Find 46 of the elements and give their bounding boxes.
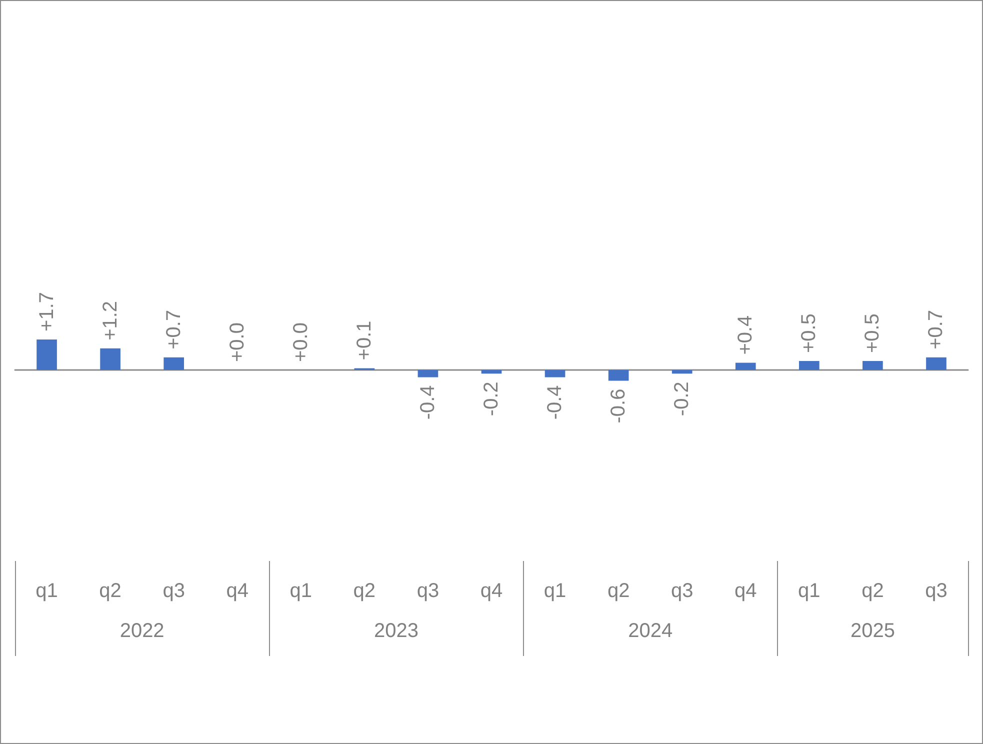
data-label: +0.5: [798, 314, 820, 354]
x-tick-label: q4: [734, 580, 757, 602]
x-tick-label: q1: [36, 580, 58, 602]
x-tick-label: q4: [480, 580, 503, 602]
text: 2022: [120, 620, 164, 642]
x-tick-label: q1: [290, 580, 312, 602]
bar: [608, 370, 629, 381]
x-tick-label: q1: [544, 580, 566, 602]
bar: [926, 357, 946, 370]
data-label: +1.7: [36, 292, 58, 332]
data-label: +0.7: [162, 310, 185, 350]
x-tick-label: q4: [226, 580, 248, 602]
data-label: -0.4: [416, 385, 439, 420]
x-tick-label: q2: [99, 580, 122, 602]
x-tick-label: q1: [798, 580, 820, 602]
text: 2023: [374, 620, 418, 642]
x-tick-label: q3: [416, 580, 440, 602]
data-label: -0.4: [544, 385, 566, 420]
data-label: +0.5: [862, 314, 884, 354]
data-label: +0.7: [925, 310, 948, 350]
bar: [735, 362, 756, 370]
bar: [672, 370, 692, 374]
x-tick-label: q3: [670, 580, 694, 602]
text: 2024: [628, 620, 673, 642]
data-label: -0.6: [608, 388, 630, 424]
bar: [862, 361, 883, 370]
bar: [418, 370, 438, 378]
x-tick-label: q2: [353, 580, 376, 602]
data-label: +0.0: [290, 322, 312, 362]
x-tick-label: q3: [925, 580, 948, 602]
bar: [799, 361, 820, 370]
data-label: +0.0: [226, 322, 248, 362]
bar: [36, 339, 57, 370]
text: 2025: [850, 620, 895, 642]
x-tick-label: q2: [607, 580, 630, 602]
data-label: -0.2: [480, 382, 502, 416]
bar: [100, 348, 120, 370]
x-tick-label: q2: [862, 580, 884, 602]
x-tick-label: q3: [162, 580, 185, 602]
data-label: +0.4: [734, 315, 757, 355]
bar: [164, 357, 184, 370]
bar: [544, 370, 566, 378]
data-label: -0.2: [671, 382, 694, 416]
data-label: +1.2: [99, 300, 122, 340]
bar: [481, 370, 502, 374]
data-label: +0.1: [353, 320, 376, 360]
